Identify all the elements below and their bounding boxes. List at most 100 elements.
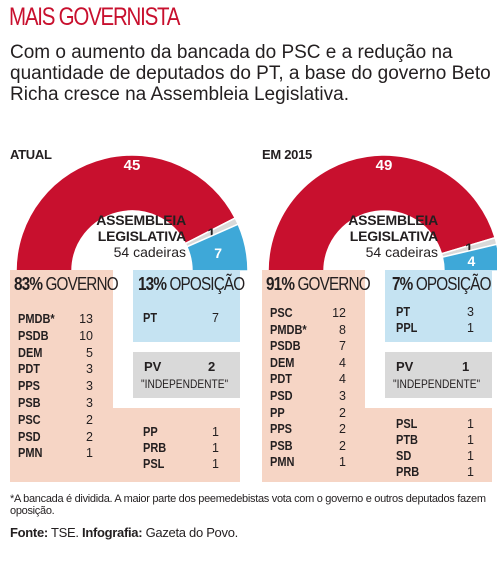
party-seats: 1 [467, 433, 474, 447]
party-row: PPS 2 [270, 422, 346, 437]
governo-pct: 91% [266, 274, 295, 294]
party-name: PMDB* [270, 322, 307, 337]
semicircle-chart-atual: 45 1 7 [15, 154, 249, 272]
party-seats: 1 [467, 417, 474, 431]
party-seats: 2 [339, 438, 346, 453]
party-name: PSC [18, 412, 41, 427]
party-row: PP 1 [143, 425, 219, 440]
governo-panel-2015-bottom [262, 408, 492, 482]
party-row: SD 1 [396, 449, 474, 464]
arc-segment-governo [267, 154, 497, 272]
independente-panel-atual [133, 352, 240, 398]
party-name: PPS [18, 379, 41, 394]
footnote: *A bancada é dividida. A maior parte dos… [10, 493, 486, 517]
party-name: PSL [143, 457, 165, 471]
arc-segment-oposicao [185, 223, 249, 272]
semicircle-chart-2015: 49 14 [267, 154, 497, 272]
party-name: PPS [270, 422, 293, 437]
assembly-label-atual: ASSEMBLEIA LEGISLATIVA 54 cadeiras [70, 212, 186, 260]
party-name: PT [143, 311, 158, 325]
party-seats: 1 [467, 465, 474, 479]
party-row: DEM 5 [18, 346, 93, 361]
independente-label-atual: "INDEPENDENTE" [141, 377, 229, 391]
arc-segment-governo-label: 45 [124, 157, 141, 174]
party-row: PPL 1 [396, 321, 474, 336]
party-row: PT 7 [143, 311, 219, 326]
arc-segment-oposicao-label: 4 [468, 253, 476, 269]
party-row: PMN 1 [270, 455, 346, 470]
party-seats: 8 [339, 322, 346, 337]
source-info: Gazeta do Povo. [142, 525, 239, 540]
party-row: PP 2 [270, 406, 346, 421]
party-seats: 2 [339, 405, 346, 420]
party-row: PSC 12 [270, 306, 346, 321]
party-seats: 2 [86, 412, 93, 427]
party-seats: 3 [339, 389, 346, 403]
party-seats: 2 [86, 429, 93, 444]
independente-label-2015: "INDEPENDENTE" [393, 377, 481, 391]
source-line: Fonte: TSE. Infografia: Gazeta do Povo. [10, 525, 238, 540]
party-name: PMDB* [18, 312, 55, 326]
party-seats: 4 [339, 355, 346, 370]
independente-party-atual: PV [144, 359, 162, 374]
party-seats: 1 [339, 455, 346, 470]
governo-header-atual: 83% GOVERNO [14, 274, 119, 295]
party-seats: 1 [212, 441, 219, 455]
party-row: PRB 1 [143, 441, 219, 456]
assembly-line3: 54 cadeiras [365, 244, 438, 260]
party-name: DEM [270, 355, 295, 370]
party-name: PSD [270, 389, 293, 403]
party-row: PPS 3 [18, 379, 93, 394]
party-name: PDT [270, 372, 292, 387]
oposicao-pct: 13% [138, 274, 167, 294]
party-row: PMDB* 8 [270, 323, 346, 338]
section-label-2015: EM 2015 [262, 147, 312, 162]
party-row: PTB 1 [396, 433, 474, 448]
party-seats: 1 [212, 457, 219, 471]
oposicao-panel-2015 [385, 270, 492, 342]
party-name: PP [143, 425, 158, 439]
source-fonte: TSE. [47, 525, 83, 540]
party-name: PSB [18, 396, 41, 410]
party-seats: 3 [467, 305, 474, 319]
independente-party-2015: PV [396, 359, 414, 374]
party-row: PMDB* 13 [18, 312, 93, 327]
oposicao-header-atual: 13% OPOSIÇÃO [138, 274, 245, 295]
party-seats: 3 [86, 396, 93, 410]
party-row: PSB 3 [18, 396, 93, 411]
party-name: DEM [18, 345, 43, 360]
party-seats: 7 [339, 339, 346, 354]
party-name: PSDB [270, 339, 301, 354]
party-name: PSDB [18, 328, 49, 343]
party-row: PT 3 [396, 305, 474, 320]
party-seats: 4 [339, 372, 346, 387]
arc-segment-oposicao-label: 7 [214, 245, 222, 261]
party-seats: 5 [86, 345, 93, 360]
source-fonte-label: Fonte: [10, 525, 48, 540]
party-name: PSL [396, 417, 418, 431]
party-row: PRB 1 [396, 465, 474, 480]
party-seats: 1 [467, 321, 474, 335]
party-seats: 3 [86, 362, 93, 377]
party-seats: 1 [467, 449, 474, 463]
oposicao-pct: 7% [392, 274, 413, 294]
assembly-line1: ASSEMBLEIA [348, 212, 438, 228]
party-seats: 10 [79, 328, 93, 343]
independente-seats-atual: 2 [208, 359, 216, 374]
assembly-line3: 54 cadeiras [113, 244, 186, 260]
lead-text: Com o aumento da bancada do PSC e a redu… [10, 42, 491, 105]
arc-segment-independente-label: 1 [465, 240, 473, 256]
party-seats: 1 [212, 425, 219, 439]
arc-segment-independente-label: 1 [208, 225, 216, 241]
section-label-atual: ATUAL [10, 147, 52, 162]
party-row: PSDB 7 [270, 339, 346, 354]
party-row: DEM 4 [270, 356, 346, 371]
party-seats: 13 [79, 312, 93, 326]
governo-label: GOVERNO [297, 274, 370, 294]
oposicao-label: OPOSIÇÃO [169, 274, 245, 294]
party-name: PT [396, 305, 411, 319]
party-name: PSB [270, 438, 293, 453]
party-name: PRB [143, 441, 167, 455]
assembly-line1: ASSEMBLEIA [96, 212, 186, 228]
assembly-line2: LEGISLATIVA [349, 228, 438, 244]
